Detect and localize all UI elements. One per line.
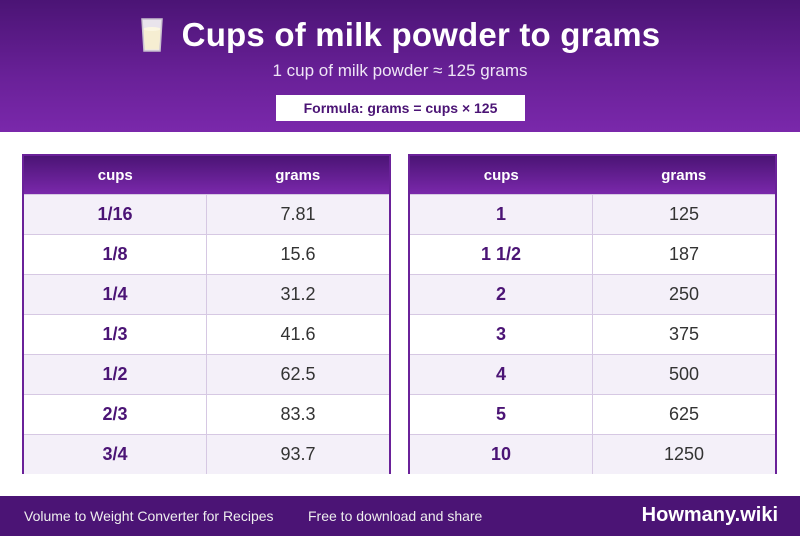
table-row: 5 625 bbox=[410, 394, 775, 434]
cups-cell: 5 bbox=[410, 395, 593, 434]
cups-cell: 3 bbox=[410, 315, 593, 354]
milk-glass-icon bbox=[140, 17, 164, 53]
grams-cell: 83.3 bbox=[280, 404, 316, 424]
table-row: 10 1250 bbox=[410, 434, 775, 474]
table-row: 1/4 31.2 bbox=[24, 274, 389, 314]
table-row: 4 500 bbox=[410, 354, 775, 394]
table-row: 2/3 83.3 bbox=[24, 394, 389, 434]
cups-cell: 1/4 bbox=[24, 275, 207, 314]
table-row: 3 375 bbox=[410, 314, 775, 354]
table-row: 1 1/2 187 bbox=[410, 234, 775, 274]
footer: Volume to Weight Converter for Recipes F… bbox=[0, 496, 800, 536]
cups-cell: 1/8 bbox=[24, 235, 207, 274]
grams-cell: 93.7 bbox=[280, 444, 316, 464]
grams-cell: 62.5 bbox=[280, 364, 316, 384]
grams-cell: 375 bbox=[668, 324, 700, 344]
cups-cell: 4 bbox=[410, 355, 593, 394]
table-header: cups grams bbox=[24, 156, 389, 194]
grams-cell: 500 bbox=[668, 364, 700, 384]
table-row: 1/3 41.6 bbox=[24, 314, 389, 354]
brand-logo-text[interactable]: Howmany.wiki bbox=[641, 504, 778, 526]
table-row: 1/2 62.5 bbox=[24, 354, 389, 394]
grams-cell: 1250 bbox=[663, 444, 705, 464]
grams-cell: 15.6 bbox=[280, 244, 316, 264]
cups-cell: 1 bbox=[410, 195, 593, 234]
grams-cell: 625 bbox=[668, 404, 700, 424]
header: Cups of milk powder to grams 1 cup of mi… bbox=[0, 0, 800, 132]
grams-cell: 7.81 bbox=[280, 204, 316, 224]
table-row: 1/16 7.81 bbox=[24, 194, 389, 234]
grams-cell: 125 bbox=[668, 204, 700, 224]
cups-cell: 2 bbox=[410, 275, 593, 314]
formula-box: Formula: grams = cups × 125 bbox=[276, 95, 525, 121]
footer-share-note: Free to download and share bbox=[308, 508, 483, 524]
grams-cell: 31.2 bbox=[280, 284, 316, 304]
cups-cell: 1/3 bbox=[24, 315, 207, 354]
conversion-table-right: cups grams 1 125 1 1/2 187 2 250 3 375 4 500 … bbox=[408, 154, 777, 474]
table-row: 1 125 bbox=[410, 194, 775, 234]
footer-tagline: Volume to Weight Converter for Recipes bbox=[24, 508, 274, 524]
table-body: 1 125 1 1/2 187 2 250 3 375 4 500 5 625 10 1250 bbox=[410, 194, 775, 474]
column-header-grams: grams bbox=[661, 166, 707, 184]
grams-cell: 250 bbox=[668, 284, 700, 304]
cups-cell: 1 1/2 bbox=[410, 235, 593, 274]
table-row: 2 250 bbox=[410, 274, 775, 314]
subtitle: 1 cup of milk powder ≈ 125 grams bbox=[272, 61, 528, 80]
grams-cell: 187 bbox=[668, 244, 700, 264]
column-header-grams: grams bbox=[275, 166, 321, 184]
conversion-table-left: cups grams 1/16 7.81 1/8 15.6 1/4 31.2 1/3 4… bbox=[22, 154, 391, 474]
table-header: cups grams bbox=[410, 156, 775, 194]
cups-cell: 2/3 bbox=[24, 395, 207, 434]
grams-cell: 41.6 bbox=[280, 324, 316, 344]
cups-cell: 1/2 bbox=[24, 355, 207, 394]
cups-cell: 10 bbox=[410, 435, 593, 474]
column-header-cups: cups bbox=[97, 166, 133, 184]
title-row: Cups of milk powder to grams bbox=[0, 14, 800, 56]
cups-cell: 3/4 bbox=[24, 435, 207, 474]
page-title: Cups of milk powder to grams bbox=[181, 16, 661, 53]
table-row: 3/4 93.7 bbox=[24, 434, 389, 474]
table-row: 1/8 15.6 bbox=[24, 234, 389, 274]
table-body: 1/16 7.81 1/8 15.6 1/4 31.2 1/3 41.6 1/2 62.5… bbox=[24, 194, 389, 474]
cups-cell: 1/16 bbox=[24, 195, 207, 234]
column-header-cups: cups bbox=[483, 166, 519, 184]
